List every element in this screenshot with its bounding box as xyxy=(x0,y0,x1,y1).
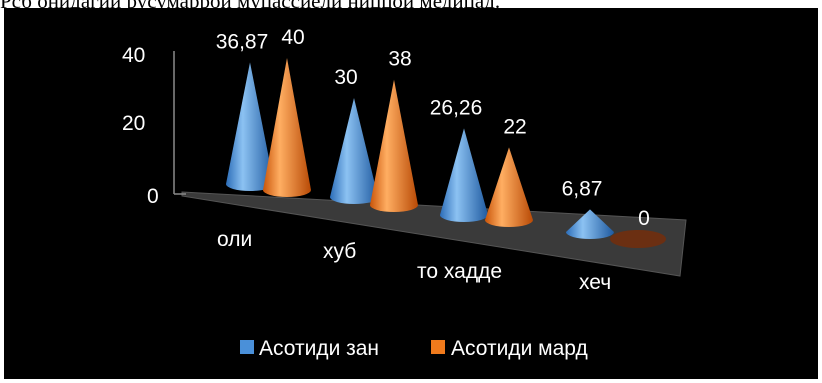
category-label: хеч xyxy=(579,271,611,294)
cone-female xyxy=(226,62,274,192)
y-tick-label: 40 xyxy=(122,44,145,67)
cone-female xyxy=(566,209,614,239)
cone-male xyxy=(370,79,418,212)
y-tick-label: 20 xyxy=(122,112,145,135)
data-label: 36,87 xyxy=(216,30,269,53)
chart-frame: 40 20 0 оли хуб то хадде хеч 36,87 30 26,2… xyxy=(4,8,818,379)
data-label: 22 xyxy=(503,115,526,138)
caption-fragment: Рсб онидагии русумаррои муцассиели ниццо… xyxy=(0,0,822,11)
cone-series-group: 36,87 30 26,26 6,87 40 38 22 0 xyxy=(216,26,666,248)
cone-female xyxy=(440,128,488,222)
legend-swatch-blue xyxy=(240,340,254,354)
data-label: 38 xyxy=(388,48,411,71)
category-label: оли xyxy=(217,228,252,251)
data-label: 30 xyxy=(334,66,357,89)
data-label: 26,26 xyxy=(430,96,483,119)
legend: Асотиди зан Асотиди мард xyxy=(240,337,588,360)
cone-chart: 40 20 0 оли хуб то хадде хеч 36,87 30 26,2… xyxy=(122,26,687,360)
data-label: 40 xyxy=(281,26,304,49)
legend-swatch-orange xyxy=(431,340,445,354)
cone-male xyxy=(485,147,533,227)
y-tick-label: 0 xyxy=(147,185,159,208)
cone-male xyxy=(263,58,311,197)
legend-label: Асотиди зан xyxy=(259,337,379,360)
data-label: 6,87 xyxy=(562,177,603,200)
cone-male xyxy=(610,230,666,248)
category-label: хуб xyxy=(323,240,356,263)
legend-label: Асотиди мард xyxy=(451,337,588,360)
cone-female xyxy=(330,98,378,204)
category-label: то хадде xyxy=(417,260,502,283)
data-label: 0 xyxy=(638,207,650,230)
